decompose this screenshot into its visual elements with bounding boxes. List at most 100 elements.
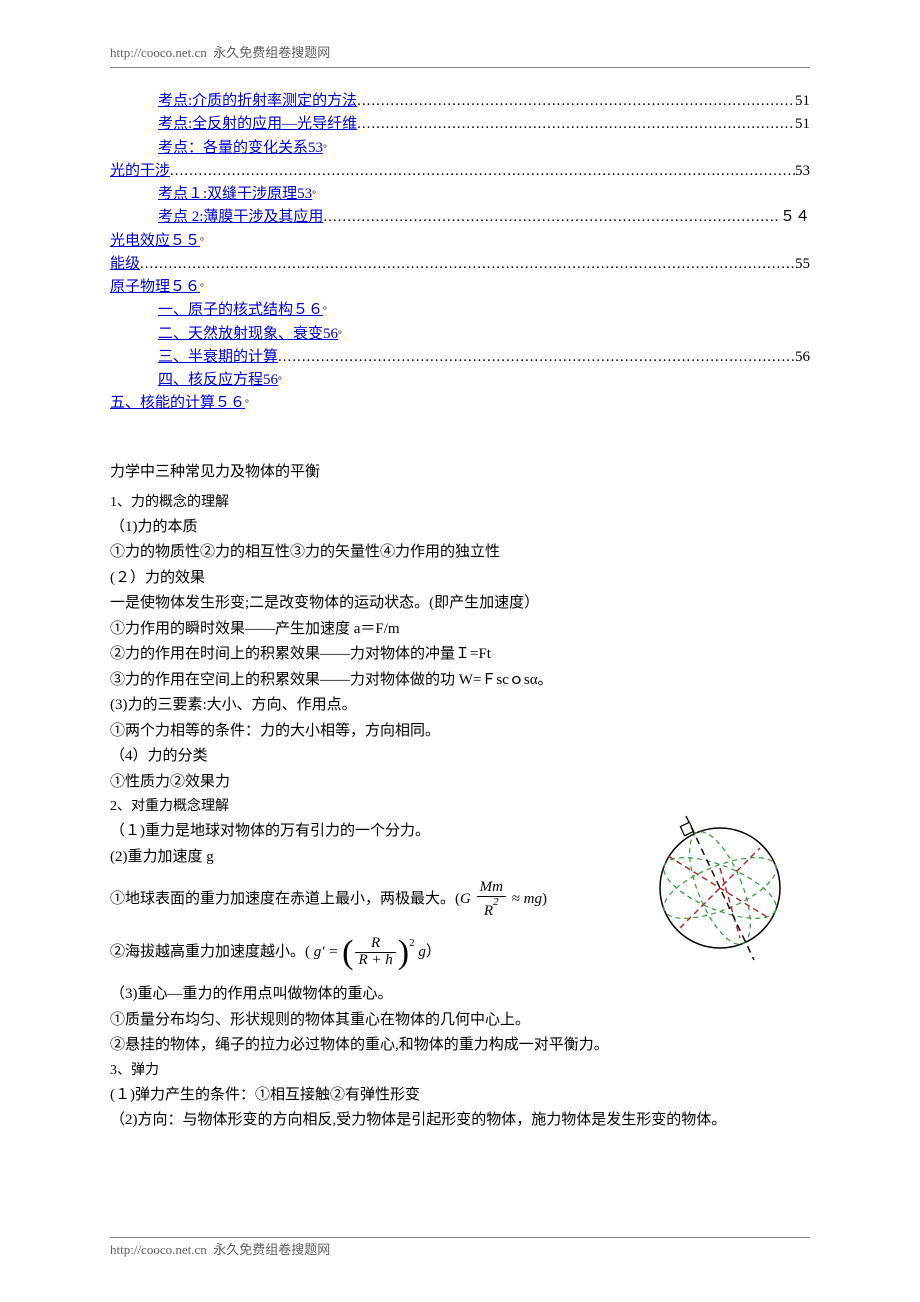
toc-link[interactable]: 考点:全反射的应用—光导纤维 xyxy=(158,113,357,136)
body-line: （4）力的分类 xyxy=(110,744,810,770)
header-site: 永久免费组卷搜题网 xyxy=(213,45,330,60)
denominator: R + h xyxy=(355,953,395,969)
toc-link[interactable]: 原子物理 xyxy=(110,276,170,299)
toc-link[interactable]: 考点１:双缝干涉原理 xyxy=(158,183,297,206)
toc-page[interactable]: ５６ xyxy=(215,392,245,415)
denominator: R2 xyxy=(477,897,506,920)
table-of-contents: 考点:介质的折射率测定的方法 51考点:全反射的应用—光导纤维51考点：各量的变化… xyxy=(110,90,810,416)
toc-entry: 考点１:双缝干涉原理53。 xyxy=(110,183,810,206)
numerator: R xyxy=(355,936,395,953)
var-g: g xyxy=(415,944,426,960)
toc-dots xyxy=(278,346,795,369)
section-title: 力学中三种常见力及物体的平衡 xyxy=(110,460,810,486)
toc-dots xyxy=(357,90,795,113)
body-line: ①两个力相等的条件：力的大小相等，方向相同。 xyxy=(110,719,810,745)
header-url: http://cooco.net.cn xyxy=(110,45,207,60)
approx: ≈ mg xyxy=(508,891,542,907)
body-line: (１)弹力产生的条件：①相互接触②有弹性形变 xyxy=(110,1083,810,1109)
toc-page[interactable]: 56 xyxy=(323,323,338,346)
toc-dots xyxy=(323,206,780,229)
body-line: ②悬挂的物体，绳子的拉力必过物体的重心,和物体的重力构成一对平衡力。 xyxy=(110,1033,810,1059)
right-paren: ) xyxy=(398,939,409,966)
toc-page: 55 xyxy=(795,253,810,276)
toc-page: 56 xyxy=(795,346,810,369)
fraction: R R + h xyxy=(355,936,395,969)
body-line: (3)力的三要素:大小、方向、作用点。 xyxy=(110,693,810,719)
toc-link[interactable]: 三、半衰期的计算 xyxy=(158,346,278,369)
toc-trail: 。 xyxy=(278,369,288,392)
body-line: （2)方向：与物体形变的方向相反,受力物体是引起形变的物体，施力物体是发生形变的… xyxy=(110,1108,810,1134)
toc-page[interactable]: ５６ xyxy=(293,299,323,322)
toc-entry: 原子物理５６。 xyxy=(110,276,810,299)
body-line: ③力的作用在空间上的积累效果——力对物体做的功 W=Ｆscｏsα。 xyxy=(110,668,810,694)
toc-entry: 五、核能的计算５６。 xyxy=(110,392,810,415)
toc-dots xyxy=(170,160,795,183)
toc-trail: 。 xyxy=(323,137,333,160)
toc-page: ５４ xyxy=(780,206,810,229)
toc-entry: 三、半衰期的计算 56 xyxy=(110,346,810,369)
body-line: 1、力的概念的理解 xyxy=(110,491,810,515)
toc-link[interactable]: 考点：各量的变化关系 xyxy=(158,137,308,160)
left-paren: ( xyxy=(342,939,353,966)
page-footer: http://cooco.net.cn 永久免费组卷搜题网 xyxy=(110,1239,330,1258)
toc-entry: 一、原子的核式结构５６。 xyxy=(110,299,810,322)
text: ） xyxy=(426,944,441,960)
globe-diagram xyxy=(640,808,800,968)
toc-trail: 。 xyxy=(200,230,210,253)
toc-trail: 。 xyxy=(323,299,333,322)
body-line: ①质量分布均匀、形状规则的物体其重心在物体的几何中心上。 xyxy=(110,1008,810,1034)
text: ) xyxy=(542,891,547,907)
body-line: 3、弹力 xyxy=(110,1059,810,1083)
toc-link[interactable]: 一、原子的核式结构 xyxy=(158,299,293,322)
toc-page: 51 xyxy=(795,90,810,113)
text: ①地球表面的重力加速度在赤道上最小，两极最大。( xyxy=(110,891,460,907)
body-line: (２）力的效果 xyxy=(110,566,810,592)
page-header: http://cooco.net.cn 永久免费组卷搜题网 xyxy=(110,42,810,61)
body-line: ②力的作用在时间上的积累效果——力对物体的冲量Ｉ=Ft xyxy=(110,642,810,668)
toc-page[interactable]: 53 xyxy=(308,137,323,160)
toc-link[interactable]: 光电效应 xyxy=(110,230,170,253)
footer-url: http://cooco.net.cn xyxy=(110,1242,207,1257)
toc-entry: 考点:介质的折射率测定的方法 51 xyxy=(110,90,810,113)
toc-dots xyxy=(140,253,795,276)
toc-link[interactable]: 考点:介质的折射率测定的方法 xyxy=(158,90,357,113)
toc-trail: 。 xyxy=(200,276,210,299)
toc-link[interactable]: 四、核反应方程 xyxy=(158,369,263,392)
body-line: ①性质力②效果力 xyxy=(110,770,810,796)
numerator: Mm xyxy=(477,880,506,897)
var-R: R xyxy=(484,903,493,919)
body-line: （1)力的本质 xyxy=(110,515,810,541)
var-gprime: g′ = xyxy=(314,944,339,960)
toc-link[interactable]: 能级 xyxy=(110,253,140,276)
var-G: G xyxy=(460,891,471,907)
toc-link[interactable]: 五、核能的计算 xyxy=(110,392,215,415)
body-line: ①力作用的瞬时效果——产生加速度 a＝F/m xyxy=(110,617,810,643)
toc-page[interactable]: 53 xyxy=(297,183,312,206)
toc-link[interactable]: 光的干涉 xyxy=(110,160,170,183)
toc-trail: 。 xyxy=(312,183,322,206)
toc-entry: 考点：各量的变化关系53。 xyxy=(110,137,810,160)
toc-page: 53 xyxy=(795,160,810,183)
toc-link[interactable]: 考点 2:薄膜干涉及其应用 xyxy=(158,206,323,229)
toc-trail: 。 xyxy=(338,323,348,346)
body-content: 力学中三种常见力及物体的平衡 1、力的概念的理解 （1)力的本质 ①力的物质性②… xyxy=(110,460,810,1134)
toc-trail: 。 xyxy=(245,392,255,415)
text: ②海拔越高重力加速度越小。( xyxy=(110,944,314,960)
body-line: ①力的物质性②力的相互性③力的矢量性④力作用的独立性 xyxy=(110,540,810,566)
footer-rule xyxy=(110,1237,810,1238)
toc-entry: 能级 55 xyxy=(110,253,810,276)
toc-page[interactable]: 56 xyxy=(263,369,278,392)
toc-link[interactable]: 二、天然放射现象、衰变 xyxy=(158,323,323,346)
toc-entry: 考点:全反射的应用—光导纤维51 xyxy=(110,113,810,136)
red-dash xyxy=(668,856,772,920)
body-line: 一是使物体发生形变;二是改变物体的运动状态。(即产生加速度） xyxy=(110,591,810,617)
toc-page[interactable]: ５５ xyxy=(170,230,200,253)
fraction: Mm R2 xyxy=(477,880,506,920)
body-line: （3)重心—重力的作用点叫做物体的重心。 xyxy=(110,982,810,1008)
toc-entry: 二、天然放射现象、衰变56。 xyxy=(110,323,810,346)
toc-entry: 光的干涉 53 xyxy=(110,160,810,183)
toc-page[interactable]: ５６ xyxy=(170,276,200,299)
footer-site: 永久免费组卷搜题网 xyxy=(213,1242,330,1257)
toc-entry: 光电效应５５。 xyxy=(110,230,810,253)
toc-entry: 考点 2:薄膜干涉及其应用 ５４ xyxy=(110,206,810,229)
